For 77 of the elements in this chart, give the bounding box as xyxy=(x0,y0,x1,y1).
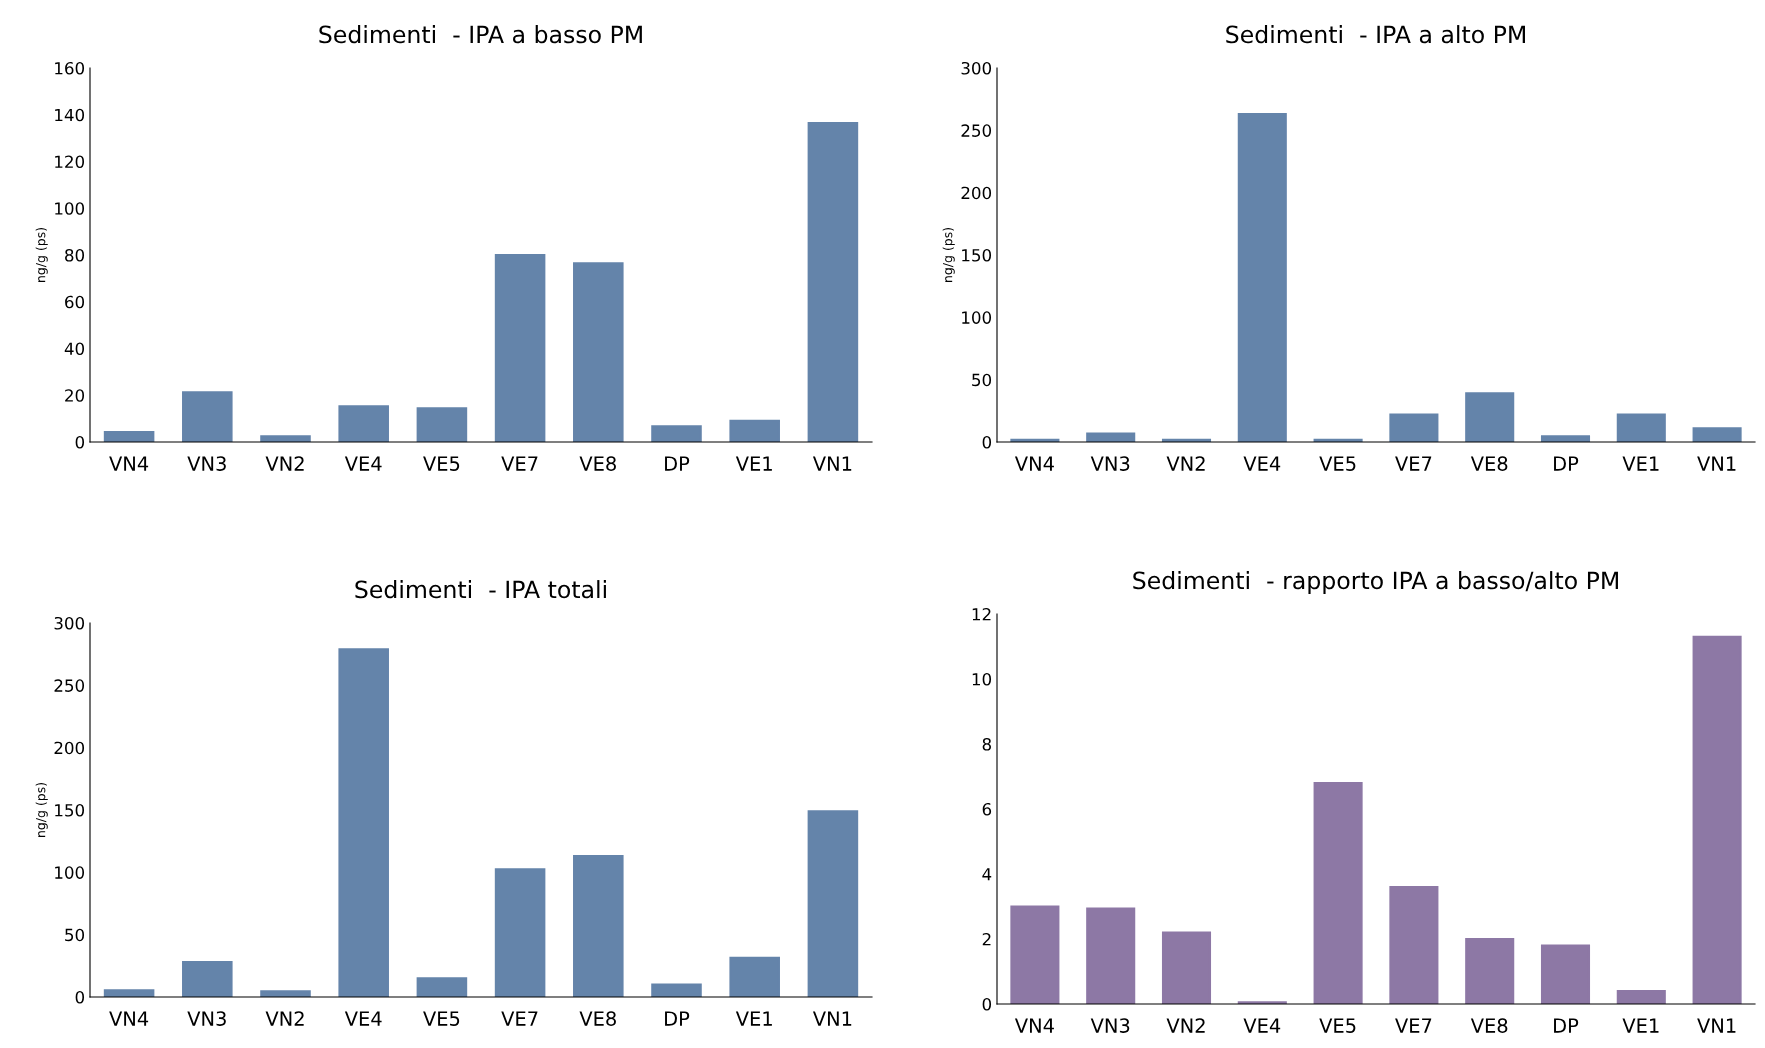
x-tick-label: VN3 xyxy=(187,1011,226,1026)
y-tick-label: 10 xyxy=(972,672,992,686)
x-tick-label: VN2 xyxy=(265,1011,304,1026)
chart-title: Sedimenti - IPA a basso PM xyxy=(319,25,642,44)
x-tick-label: VE7 xyxy=(501,456,538,471)
y-tick-label: 80 xyxy=(65,248,85,262)
x-tick-label: VE4 xyxy=(344,456,382,471)
y-tick-label: 50 xyxy=(972,373,992,387)
x-tick-label: VE7 xyxy=(501,1011,538,1026)
x-tick-label: VN3 xyxy=(187,456,226,471)
x-tick-label: VE5 xyxy=(1319,1018,1356,1033)
x-tick-label: VN2 xyxy=(1166,1018,1205,1033)
y-tick-label: 250 xyxy=(54,679,85,692)
y-tick-label: 150 xyxy=(962,248,992,262)
x-tick-label: VN1 xyxy=(812,456,852,471)
chart-title: Sedimenti - IPA totali xyxy=(355,580,606,599)
y-tick-label: 160 xyxy=(55,61,85,75)
y-tick-label: 6 xyxy=(982,802,992,816)
y-tick-label: 0 xyxy=(982,435,992,449)
x-tick-label: VN3 xyxy=(1090,1018,1130,1033)
x-tick-label: DP xyxy=(665,1011,690,1026)
y-tick-label: 0 xyxy=(75,435,85,449)
y-tick-label: 100 xyxy=(55,202,85,215)
x-tick-label: VE8 xyxy=(579,1011,616,1026)
y-tick-label: 140 xyxy=(55,108,85,122)
y-axis-title: ng/g (ps) xyxy=(942,227,955,282)
y-tick-label: 200 xyxy=(54,741,85,755)
y-tick-label: 0 xyxy=(982,997,992,1011)
x-tick-label: VE7 xyxy=(1395,456,1432,471)
x-tick-label: VN2 xyxy=(265,456,304,471)
x-tick-label: VE4 xyxy=(344,1011,382,1026)
x-tick-label: VN4 xyxy=(109,1011,149,1026)
x-tick-label: DP xyxy=(1554,456,1579,471)
x-tick-label: VE4 xyxy=(1243,456,1281,471)
y-tick-label: 4 xyxy=(982,868,992,881)
x-tick-label: VE8 xyxy=(1470,456,1508,471)
y-tick-label: 12 xyxy=(972,607,991,621)
y-tick-label: 0 xyxy=(75,990,85,1004)
chart-title: Sedimenti - IPA a alto PM xyxy=(1226,25,1525,44)
x-tick-label: DP xyxy=(1554,1018,1579,1033)
x-tick-label: VE5 xyxy=(1319,456,1356,471)
y-tick-label: 50 xyxy=(65,928,85,942)
x-tick-label: VN1 xyxy=(1697,1018,1736,1033)
x-tick-label: VE7 xyxy=(1395,1018,1432,1033)
y-tick-label: 300 xyxy=(961,61,992,75)
y-tick-label: 2 xyxy=(982,932,991,946)
x-tick-label: VE8 xyxy=(579,456,616,471)
x-tick-label: VE8 xyxy=(1470,1018,1508,1033)
y-axis-title: ng/g (ps) xyxy=(35,227,48,282)
chart-title: Sedimenti - rapporto IPA a basso/alto PM xyxy=(1133,571,1618,594)
x-tick-label: VN4 xyxy=(1014,456,1054,471)
x-tick-label: VE1 xyxy=(1622,456,1659,471)
y-tick-label: 60 xyxy=(65,295,85,309)
x-tick-label: VN4 xyxy=(109,456,149,471)
x-tick-label: VN4 xyxy=(1014,1018,1054,1033)
y-tick-label: 100 xyxy=(962,311,992,324)
y-tick-label: 250 xyxy=(961,124,992,137)
x-tick-label: DP xyxy=(665,456,690,471)
x-tick-label: VN2 xyxy=(1166,456,1205,471)
y-tick-label: 100 xyxy=(55,866,85,879)
x-tick-label: VE1 xyxy=(735,1011,772,1026)
y-tick-label: 20 xyxy=(65,389,85,402)
y-tick-label: 8 xyxy=(982,737,991,751)
x-tick-label: VE1 xyxy=(735,456,772,471)
y-tick-label: 200 xyxy=(961,186,992,200)
y-tick-label: 150 xyxy=(55,803,85,817)
y-tick-label: 120 xyxy=(55,155,85,169)
y-tick-label: 300 xyxy=(54,616,85,630)
x-tick-label: VN1 xyxy=(1697,456,1736,471)
x-tick-label: VE1 xyxy=(1622,1018,1659,1033)
x-tick-label: VE5 xyxy=(423,1011,460,1026)
y-tick-label: 40 xyxy=(64,342,85,356)
x-tick-label: VN3 xyxy=(1090,456,1130,471)
x-tick-label: VN1 xyxy=(812,1011,852,1026)
y-axis-title: ng/g (ps) xyxy=(35,782,48,837)
x-tick-label: VE4 xyxy=(1243,1018,1281,1033)
x-tick-label: VE5 xyxy=(423,456,460,471)
